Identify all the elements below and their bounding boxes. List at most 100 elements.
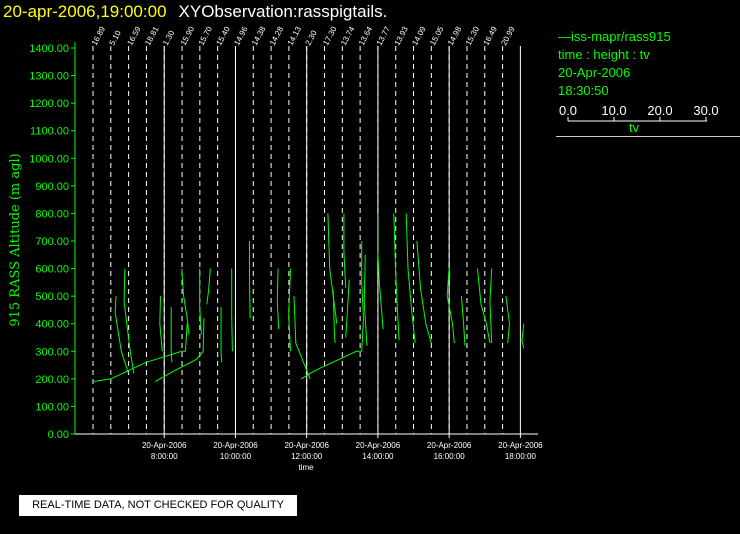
data-trace [489, 268, 493, 344]
legend-scale: 0.0 10.0 20.0 30.0 tv [556, 102, 740, 136]
data-trace [477, 268, 491, 344]
data-trace [199, 268, 202, 335]
y-tick-label: 900.00 [35, 181, 69, 193]
y-tick-label: 700.00 [35, 236, 69, 248]
data-trace [327, 213, 338, 324]
x-tick-date: 20-Apr-2006 [284, 441, 329, 450]
data-trace [345, 279, 350, 338]
y-tick-label: 300.00 [35, 346, 69, 358]
y-tick-label: 1000.00 [29, 153, 69, 165]
x-tick-time: 8:00:00 [151, 452, 178, 461]
data-trace [170, 307, 173, 363]
data-trace [460, 296, 466, 346]
x-tick-time: 16:00:00 [434, 452, 466, 461]
legend-series-name: —iss-mapr/rass915 [558, 29, 671, 44]
data-trace [220, 307, 223, 363]
legend-scale-tick: 0.0 [558, 103, 578, 118]
profile-label: 1.30 [161, 28, 177, 46]
data-trace [505, 296, 511, 344]
profile-label: 13.93 [393, 25, 411, 47]
profile-label: 14.13 [286, 25, 304, 47]
data-traces [92, 213, 525, 383]
legend-date: 20-Apr-2006 [558, 65, 631, 80]
legend-scale-label: tv [628, 120, 640, 135]
data-trace [300, 318, 364, 380]
y-tick-label: 1200.00 [29, 98, 69, 110]
y-tick-label: 1100.00 [30, 126, 69, 138]
y-tick-label: 1300.00 [29, 71, 69, 83]
profile-label: 16.59 [125, 25, 143, 47]
axes: 0.00 100.00 200.00 300.00 400.00 500.00 600.00… [29, 42, 543, 461]
chart-title: 20-apr-2006,19:00:00 XYObservation:rasspi… [3, 1, 387, 23]
profile-label: 16.49 [482, 25, 500, 47]
x-tick-time: 12:00:00 [291, 452, 323, 461]
quality-disclaimer: REAL-TIME DATA, NOT CHECKED FOR QUALITY [19, 495, 297, 516]
profile-label: 15.40 [214, 25, 232, 47]
profile-label: 15.05 [428, 25, 446, 47]
profile-label: 15.70 [197, 25, 215, 47]
title-observation: XYObservation:rasspigtails. [178, 2, 388, 21]
data-trace [521, 323, 525, 349]
data-trace [293, 296, 311, 380]
y-tick-label: 200.00 [35, 374, 69, 386]
y-tick-label: 100.00 [35, 401, 69, 413]
data-trace [159, 296, 163, 352]
profile-label: 14.09 [410, 25, 428, 47]
data-trace [92, 323, 188, 383]
data-trace [114, 296, 129, 374]
x-axis-title: time [298, 463, 314, 472]
x-tick-date: 20-Apr-2006 [356, 441, 401, 450]
legend-variables: time : height : tv [558, 47, 650, 62]
profile-label: 14.98 [446, 25, 464, 47]
data-trace [405, 213, 416, 344]
data-trace [361, 241, 364, 319]
profile-label: 14.28 [268, 25, 286, 47]
profile-guide-lines: 16.89 5.10 16.59 18.81 1.30 15.90 15.70 15.40 14… [90, 25, 521, 434]
legend-name-text: iss-mapr/rass915 [571, 29, 671, 44]
data-trace [206, 268, 211, 305]
data-trace [343, 213, 347, 288]
profile-label: 2.30 [304, 28, 320, 46]
legend-time: 18:30:50 [558, 83, 609, 98]
y-tick-label: 0.00 [48, 429, 69, 441]
profile-label: 15.30 [464, 25, 482, 47]
y-tick-label: 1400.00 [29, 43, 69, 55]
y-tick-label: 500.00 [35, 291, 69, 303]
x-tick-date: 20-Apr-2006 [427, 441, 472, 450]
title-datetime: 20-apr-2006,19:00:00 [3, 2, 167, 21]
profile-label: 13.74 [339, 25, 357, 47]
profile-label: 17.30 [321, 25, 339, 47]
legend-scale-axis [567, 117, 707, 122]
data-trace [123, 268, 135, 374]
data-trace [181, 268, 190, 335]
data-trace [416, 240, 432, 344]
legend-divider [556, 136, 740, 137]
data-trace [363, 254, 368, 346]
profile-label: 5.10 [108, 28, 124, 46]
x-tick-time: 14:00:00 [362, 452, 394, 461]
y-tick-label: 400.00 [35, 319, 69, 331]
profile-label: 16.89 [90, 25, 108, 47]
data-trace [249, 241, 251, 319]
profile-label: 13.77 [375, 25, 393, 47]
legend-scale-tick: 30.0 [693, 103, 719, 118]
legend-scale-tick: 20.0 [647, 103, 673, 118]
data-trace [154, 318, 205, 383]
profile-label: 14.96 [232, 25, 250, 47]
data-trace [332, 290, 336, 344]
y-tick-label: 600.00 [35, 264, 69, 276]
data-trace [276, 268, 280, 330]
x-tick-date: 20-Apr-2006 [498, 441, 543, 450]
profile-label: 13.64 [357, 25, 375, 47]
data-trace [231, 268, 233, 352]
profile-label: 18.81 [143, 25, 161, 47]
x-tick-time: 10:00:00 [220, 452, 252, 461]
y-axis-title: 915 RASS Altitude (m agl) [8, 153, 23, 326]
legend-scale-tick: 10.0 [601, 103, 627, 118]
x-tick-date: 20-Apr-2006 [142, 441, 187, 450]
data-trace [377, 213, 384, 330]
profile-label: 15.90 [179, 25, 197, 47]
data-trace [288, 268, 291, 352]
y-tick-label: 800.00 [35, 208, 69, 220]
